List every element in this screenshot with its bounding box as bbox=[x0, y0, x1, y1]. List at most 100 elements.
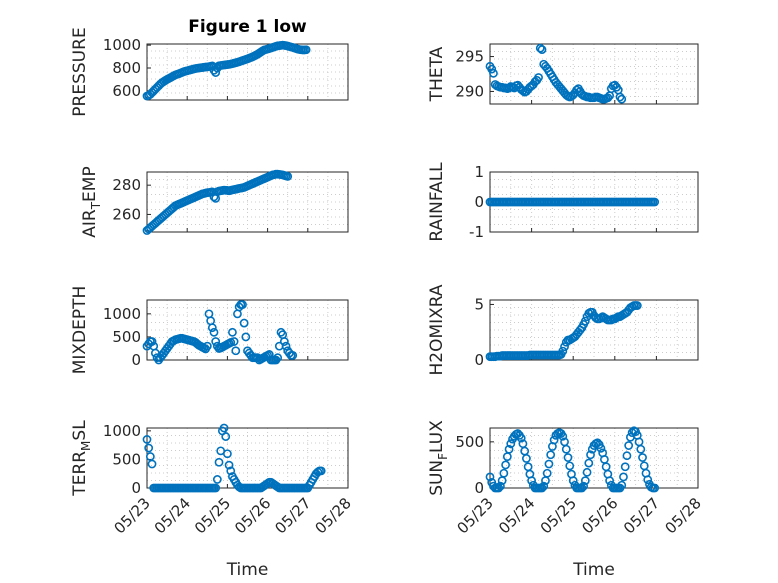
data-point bbox=[617, 94, 627, 104]
data-point bbox=[558, 431, 568, 441]
data-point bbox=[537, 483, 547, 493]
x-tick-label: 05/28 bbox=[662, 494, 705, 537]
axes-airtemp: 260 280 AIRTEMP bbox=[80, 166, 349, 238]
data-point bbox=[622, 451, 632, 461]
data-point bbox=[522, 454, 531, 463]
y-axis-label: RAINFALL bbox=[427, 162, 447, 242]
data-point bbox=[523, 462, 533, 472]
data-point bbox=[494, 483, 504, 493]
x-tick-label: 05/24 bbox=[151, 494, 194, 537]
data-point bbox=[617, 480, 627, 490]
data-point bbox=[518, 86, 528, 96]
data-point bbox=[211, 337, 221, 346]
x-tick-label: 05/28 bbox=[312, 494, 355, 537]
x-tick-label: 05/23 bbox=[454, 494, 497, 537]
data-point bbox=[211, 68, 221, 77]
data-point bbox=[209, 327, 219, 337]
data-point bbox=[615, 92, 625, 102]
y-tick-label: 1 bbox=[474, 163, 484, 181]
data-point bbox=[487, 64, 497, 74]
data-point bbox=[638, 453, 647, 462]
y-tick-label: 290 bbox=[455, 82, 484, 100]
data-point bbox=[207, 323, 217, 333]
data-point bbox=[546, 450, 556, 460]
data-point bbox=[202, 341, 212, 351]
data-point bbox=[281, 341, 291, 351]
data-point bbox=[563, 453, 573, 462]
y-tick-label: 500 bbox=[112, 328, 141, 346]
data-point bbox=[228, 327, 237, 337]
data-point bbox=[558, 346, 568, 356]
y-axis-label: AIRTEMP bbox=[80, 166, 103, 237]
axes-theta: 290 295 THETA bbox=[427, 43, 699, 105]
data-point bbox=[586, 450, 595, 460]
data-point bbox=[542, 468, 552, 478]
y-tick-label: 500 bbox=[455, 433, 484, 451]
data-point bbox=[206, 316, 216, 326]
y-tick-label: 295 bbox=[455, 48, 484, 66]
data-point bbox=[580, 476, 590, 486]
data-point bbox=[624, 441, 634, 450]
data-point bbox=[580, 316, 590, 326]
data-point bbox=[222, 449, 232, 459]
y-tick-label: 600 bbox=[112, 82, 141, 100]
data-point bbox=[636, 444, 646, 454]
y-tick-label: 5 bbox=[474, 295, 484, 313]
data-point bbox=[316, 466, 326, 476]
x-tick-label: 05/26 bbox=[578, 494, 621, 537]
data-point bbox=[233, 309, 242, 319]
data-point bbox=[211, 483, 221, 493]
y-tick-label: -1 bbox=[469, 223, 484, 241]
chart-title: Figure 1 low bbox=[188, 17, 307, 37]
data-point bbox=[601, 462, 611, 472]
x-axis-label: Time bbox=[572, 560, 615, 580]
y-tick-label: 0 bbox=[131, 351, 141, 369]
data-point bbox=[568, 476, 578, 486]
data-point bbox=[224, 460, 234, 470]
data-point bbox=[506, 439, 516, 449]
data-point bbox=[565, 461, 575, 471]
data-point bbox=[561, 444, 571, 454]
data-point bbox=[650, 197, 660, 207]
data-point bbox=[582, 467, 592, 477]
data-point bbox=[537, 45, 547, 54]
data-point bbox=[238, 300, 247, 310]
data-point bbox=[579, 481, 588, 491]
y-tick-label: 500 bbox=[112, 450, 141, 468]
x-tick-label: 05/23 bbox=[111, 494, 154, 537]
data-point bbox=[301, 45, 311, 55]
data-point bbox=[229, 337, 239, 346]
y-axis-label: THETA bbox=[427, 46, 447, 102]
data-point bbox=[501, 460, 510, 470]
data-point bbox=[584, 458, 594, 468]
data-point bbox=[239, 318, 249, 328]
data-point bbox=[577, 483, 587, 493]
data-point bbox=[214, 457, 224, 467]
y-tick-label: 0 bbox=[131, 479, 141, 497]
data-point bbox=[142, 435, 152, 444]
data-point bbox=[516, 433, 526, 443]
axes-rainfall: -1 0 1 RAINFALL bbox=[427, 162, 699, 242]
data-point bbox=[226, 466, 236, 476]
data-point bbox=[485, 472, 495, 482]
data-point bbox=[539, 481, 549, 491]
y-axis-label: PRESSURE bbox=[70, 27, 90, 116]
data-point bbox=[619, 472, 628, 482]
axes-mixdepth: 0 500 1000 MIXDEPTH bbox=[70, 286, 349, 374]
data-point bbox=[520, 446, 530, 456]
data-point bbox=[544, 459, 554, 469]
x-tick-label: 05/26 bbox=[231, 494, 274, 537]
data-point bbox=[596, 443, 606, 453]
data-point bbox=[620, 462, 630, 472]
axes-box bbox=[146, 43, 349, 101]
data-point bbox=[534, 73, 543, 82]
data-point bbox=[147, 337, 157, 346]
data-point bbox=[495, 481, 505, 491]
data-point bbox=[219, 423, 229, 433]
data-point bbox=[643, 475, 653, 485]
data-point bbox=[504, 444, 514, 454]
data-point bbox=[603, 93, 613, 103]
